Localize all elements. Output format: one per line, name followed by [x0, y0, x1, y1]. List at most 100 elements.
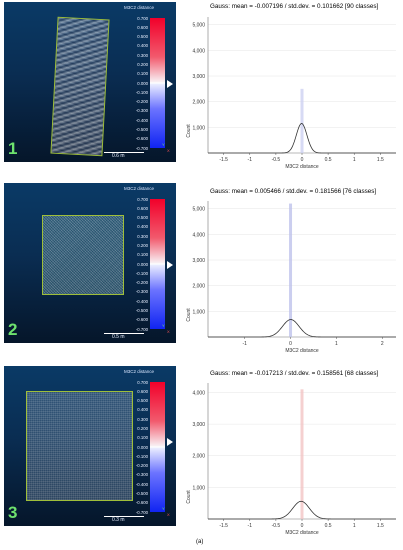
- x-axis-label: M3C2 distance: [285, 164, 319, 170]
- scalebar-tick-label: 0.600: [137, 205, 148, 211]
- scalebar-tick-label: 0.500: [137, 398, 148, 404]
- scalebar-tick-label: -0.300: [135, 472, 148, 478]
- axis-y-label-3: Y: [162, 506, 165, 511]
- chart-header-2: Gauss: mean = 0.005466 / std.dev. = 0.18…: [210, 188, 377, 195]
- color-scalebar-1: [150, 18, 165, 148]
- scalebar-tick-label: 0.100: [137, 435, 148, 441]
- scalebar-tick-label: -0.700: [135, 326, 148, 332]
- point-cloud-render-1: [50, 16, 110, 157]
- scalebar-title-1: M3C2 distance: [124, 5, 155, 10]
- scalebar-tick-label: 0.700: [137, 196, 148, 202]
- x-axis-label: M3C2 distance: [285, 530, 319, 536]
- y-tick-label: 1,000: [192, 485, 205, 491]
- y-tick-label: 5,000: [192, 207, 205, 213]
- scalebar-tick-label: -0.600: [135, 136, 148, 142]
- axis-x-label-1: X: [167, 148, 170, 153]
- x-tick-label: 1: [335, 341, 338, 347]
- scalebar-title-3: M3C2 distance: [124, 369, 155, 374]
- y-tick-label: 2,000: [192, 284, 205, 290]
- y-tick-label: 3,000: [192, 74, 205, 80]
- x-tick-label: 1.5: [377, 523, 384, 529]
- axis-x-label-3: X: [167, 512, 170, 517]
- scalebar-marker-icon: [167, 80, 173, 88]
- scalebar-tick-label: -0.200: [135, 463, 148, 469]
- scalebar-tick-label: -0.100: [135, 89, 148, 95]
- scalebar-tick-label: -0.500: [135, 490, 148, 496]
- y-tick-label: 3,000: [192, 258, 205, 264]
- y-tick-label: 4,000: [192, 390, 205, 396]
- panel-number-2: 2: [8, 320, 18, 339]
- scalebar-tick-label: -0.400: [135, 481, 148, 487]
- distance-scale-line-2: [104, 333, 144, 334]
- scalebar-tick-label: -0.400: [135, 117, 148, 123]
- scalebar-tick-label: 0.400: [137, 407, 148, 413]
- x-axis-label: M3C2 distance: [285, 348, 319, 354]
- point-cloud-render-2: [42, 215, 124, 295]
- x-tick-label: 1: [353, 157, 356, 163]
- scalebar-tick-label: 0.200: [137, 242, 148, 248]
- scalebar-marker-icon: [167, 438, 173, 446]
- chart-header-3: Gauss: mean = -0.017213 / std.dev. = 0.1…: [210, 370, 379, 377]
- scalebar-tick-label: -0.600: [135, 317, 148, 323]
- histogram-bar: [289, 203, 293, 337]
- scalebar-tick-label: 0.100: [137, 71, 148, 77]
- point-cloud-render-3: [26, 391, 133, 501]
- x-tick-label: 0: [301, 157, 304, 163]
- histogram-bar: [300, 389, 304, 519]
- scalebar-tick-label: -0.300: [135, 108, 148, 114]
- scalebar-tick-label: 0.400: [137, 224, 148, 230]
- axis-x-label-2: X: [167, 329, 170, 334]
- chart-header-1: Gauss: mean = -0.007196 / std.dev. = 0.1…: [210, 3, 379, 10]
- x-tick-label: -0.5: [272, 157, 281, 163]
- scalebar-tick-label: 0.200: [137, 425, 148, 431]
- scalebar-tick-label: -0.200: [135, 99, 148, 105]
- scalebar-tick-label: 0.600: [137, 24, 148, 30]
- scalebar-tick-label: 0.700: [137, 15, 148, 21]
- gauss-curve: [208, 500, 396, 520]
- scalebar-marker-icon: [167, 261, 173, 269]
- y-tick-label: 2,000: [192, 454, 205, 460]
- scalebar-tick-label: 0.500: [137, 215, 148, 221]
- plot-area: [208, 201, 396, 337]
- distance-scale-line-3: [104, 516, 144, 517]
- y-tick-label: 3,000: [192, 422, 205, 428]
- x-tick-label: 0.5: [325, 523, 332, 529]
- point-cloud-viewer-2: M3C2 distance 0.700 0.600 0.500 0.400 0.300 0…: [4, 183, 176, 343]
- axis-y-label-1: Y: [162, 142, 165, 147]
- scalebar-tick-label: 0.000: [137, 80, 148, 86]
- y-tick-label: 4,000: [192, 48, 205, 54]
- figure-caption: (a): [196, 539, 204, 545]
- x-tick-label: -1.5: [219, 157, 228, 163]
- color-scalebar-2: [150, 199, 165, 329]
- y-axis-label: Count: [186, 124, 192, 138]
- x-tick-label: -1: [248, 523, 253, 529]
- y-tick-label: 5,000: [192, 23, 205, 29]
- scalebar-tick-label: 0.000: [137, 444, 148, 450]
- point-cloud-viewer-3: M3C2 distance 0.700 0.600 0.500 0.400 0.300 0…: [4, 366, 176, 526]
- scalebar-tick-label: -0.500: [135, 126, 148, 132]
- histogram-chart-2: 1,000 2,000 3,000 4,000 5,000 -1 0 1 2 M3C2 dista…: [186, 201, 396, 354]
- scalebar-tick-label: 0.300: [137, 233, 148, 239]
- y-tick-label: 1,000: [192, 125, 205, 131]
- x-tick-label: 0: [289, 341, 292, 347]
- panel-number-1: 1: [8, 139, 18, 158]
- x-tick-label: -1.5: [219, 523, 228, 529]
- scalebar-tick-label: -0.200: [135, 280, 148, 286]
- scalebar-tick-label: 0.300: [137, 416, 148, 422]
- scalebar-tick-label: -0.600: [135, 500, 148, 506]
- x-tick-label: -1: [242, 341, 247, 347]
- scalebar-tick-label: 0.700: [137, 379, 148, 385]
- scalebar-tick-label: 0.400: [137, 43, 148, 49]
- point-cloud-viewer-1: M3C2 distance 0.700 0.600 0.500 0.400 0.300 0…: [4, 2, 176, 162]
- histogram-chart-3: 1,000 2,000 3,000 4,000 -1.5 -1 -0.5 0 0.5 1 1.5 M3…: [186, 383, 396, 536]
- scalebar-tick-label: -0.100: [135, 270, 148, 276]
- x-tick-label: 2: [381, 341, 384, 347]
- scalebar-tick-label: -0.100: [135, 453, 148, 459]
- scalebar-tick-label: -0.500: [135, 307, 148, 313]
- distance-scale-line-1: [104, 152, 144, 153]
- x-tick-label: -0.5: [272, 523, 281, 529]
- color-scalebar-3: [150, 382, 165, 512]
- distance-label-1: 0.6 m: [112, 153, 125, 159]
- y-tick-label: 4,000: [192, 232, 205, 238]
- gauss-curve: [208, 123, 396, 154]
